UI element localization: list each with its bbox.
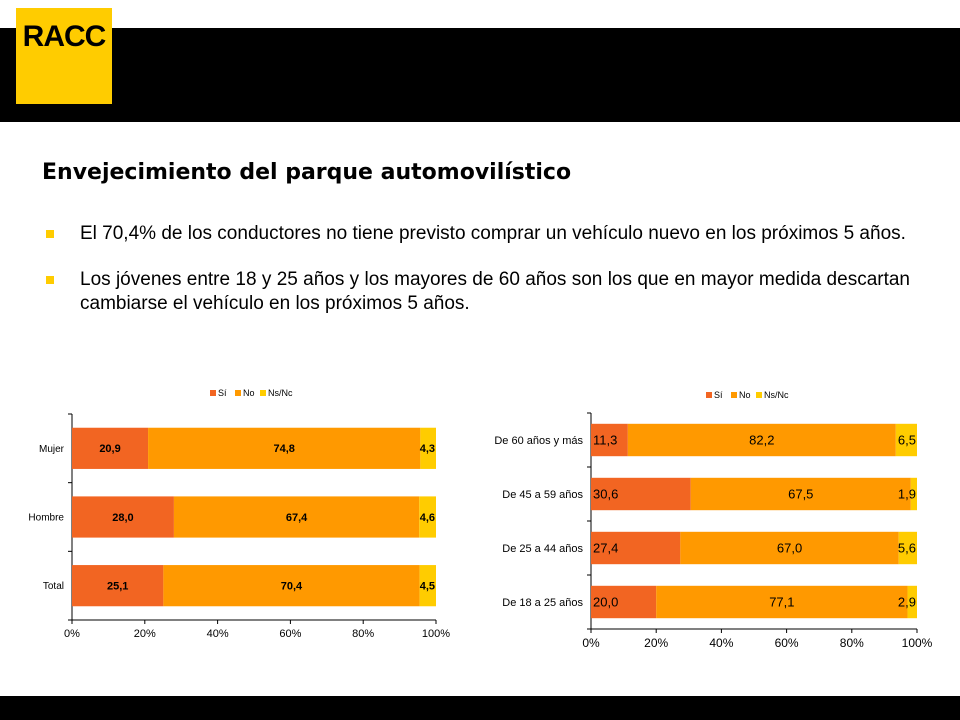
footer-bar bbox=[0, 696, 960, 720]
data-label: 77,1 bbox=[769, 595, 794, 610]
data-label: 82,2 bbox=[749, 433, 774, 448]
legend-swatch bbox=[731, 392, 737, 398]
x-tick-label: 0% bbox=[582, 636, 600, 650]
data-label: 20,0 bbox=[593, 595, 618, 610]
x-tick-label: 20% bbox=[644, 636, 668, 650]
bar-segment bbox=[627, 423, 896, 457]
gender-stacked-bar-chart: Sí No Ns/Nc 0% 20% 40% 60% 80% 100% Mujer 20,9 74,8… bbox=[28, 388, 450, 640]
bar-segment bbox=[72, 565, 164, 607]
data-label: 2,9 bbox=[898, 595, 916, 610]
page-title: Envejecimiento del parque automovilístic… bbox=[42, 160, 572, 185]
bullet-list: El 70,4% de los conductores no tiene pre… bbox=[46, 222, 910, 338]
category-label: Hombre bbox=[28, 513, 64, 524]
data-label: 5,6 bbox=[898, 541, 916, 556]
data-label: 4,3 bbox=[420, 443, 435, 455]
bar-segment bbox=[591, 423, 628, 457]
legend-swatch bbox=[260, 390, 266, 396]
bar-segment bbox=[898, 531, 917, 565]
data-label: 27,4 bbox=[593, 541, 618, 556]
age-stacked-bar-chart: Sí No Ns/Nc 0% 20% 40% 60% 80% 100% De 60 años y … bbox=[494, 390, 933, 650]
x-tick-label: 60% bbox=[775, 636, 799, 650]
data-label: 4,6 bbox=[420, 512, 435, 524]
data-label: 67,4 bbox=[286, 512, 308, 524]
bar-segment bbox=[420, 427, 436, 469]
square-bullet-icon bbox=[46, 276, 54, 284]
data-label: 20,9 bbox=[99, 443, 120, 455]
bar-segment bbox=[72, 496, 174, 538]
bullet-item: Los jóvenes entre 18 y 25 años y los may… bbox=[46, 268, 910, 316]
legend-swatch bbox=[235, 390, 241, 396]
data-label: 25,1 bbox=[107, 581, 128, 593]
bullet-text: El 70,4% de los conductores no tiene pre… bbox=[80, 223, 906, 244]
x-tick-label: 20% bbox=[134, 628, 156, 640]
bar-segment bbox=[656, 585, 908, 619]
data-label: 4,5 bbox=[420, 581, 435, 593]
x-tick-label: 100% bbox=[422, 628, 450, 640]
bar-segment bbox=[591, 477, 691, 511]
legend-label: No bbox=[243, 388, 255, 398]
data-label: 28,0 bbox=[112, 512, 133, 524]
square-bullet-icon bbox=[46, 230, 54, 238]
legend-swatch bbox=[756, 392, 762, 398]
x-tick-label: 80% bbox=[840, 636, 864, 650]
bar-segment bbox=[591, 531, 681, 565]
legend-swatch bbox=[210, 390, 216, 396]
x-tick-label: 40% bbox=[709, 636, 733, 650]
bar-segment bbox=[591, 585, 657, 619]
header-bar bbox=[0, 28, 960, 122]
data-label: 6,5 bbox=[898, 433, 916, 448]
data-label: 70,4 bbox=[281, 581, 303, 593]
bar-segment bbox=[907, 585, 917, 619]
bullet-item: El 70,4% de los conductores no tiene pre… bbox=[46, 222, 910, 246]
category-label: De 25 a 44 años bbox=[502, 543, 583, 555]
bar-segment bbox=[690, 477, 911, 511]
data-label: 1,9 bbox=[898, 487, 916, 502]
x-tick-label: 40% bbox=[207, 628, 229, 640]
legend-label: Sí bbox=[218, 388, 227, 398]
x-tick-label: 0% bbox=[64, 628, 80, 640]
bullet-text: Los jóvenes entre 18 y 25 años y los may… bbox=[80, 269, 910, 314]
data-label: 11,3 bbox=[593, 433, 617, 448]
bar-segment bbox=[910, 477, 917, 511]
category-label: De 18 a 25 años bbox=[502, 597, 583, 609]
category-label: Mujer bbox=[39, 444, 65, 455]
bar-segment bbox=[148, 427, 421, 469]
data-label: 30,6 bbox=[593, 487, 618, 502]
x-tick-label: 100% bbox=[902, 636, 933, 650]
x-tick-label: 80% bbox=[352, 628, 374, 640]
logo-text: RACC bbox=[22, 20, 107, 53]
bar-segment bbox=[419, 565, 436, 607]
data-label: 74,8 bbox=[274, 443, 295, 455]
racc-logo: RACC bbox=[16, 8, 112, 104]
legend-label: Sí bbox=[714, 390, 723, 400]
legend-label: No bbox=[739, 390, 751, 400]
bar-segment bbox=[895, 423, 917, 457]
legend-label: Ns/Nc bbox=[764, 390, 789, 400]
bar-segment bbox=[419, 496, 436, 538]
legend-swatch bbox=[706, 392, 712, 398]
bar-segment bbox=[680, 531, 899, 565]
bar-segment bbox=[72, 427, 149, 469]
category-label: De 60 años y más bbox=[494, 435, 583, 447]
bar-segment bbox=[173, 496, 420, 538]
data-label: 67,5 bbox=[788, 487, 813, 502]
bar-segment bbox=[163, 565, 420, 607]
legend-label: Ns/Nc bbox=[268, 388, 293, 398]
data-label: 67,0 bbox=[777, 541, 802, 556]
category-label: Total bbox=[43, 581, 64, 592]
category-label: De 45 a 59 años bbox=[502, 489, 583, 501]
x-tick-label: 60% bbox=[279, 628, 301, 640]
